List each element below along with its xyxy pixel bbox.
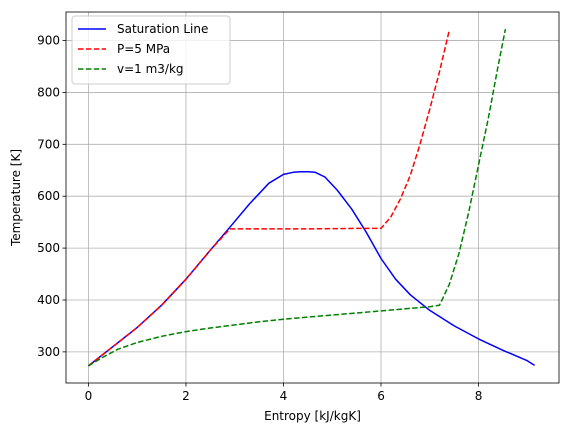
x-tick-label: 0 (85, 389, 93, 403)
plot-area-frame (65, 11, 560, 384)
y-tick-label: 300 (37, 345, 60, 359)
y-axis-label: Temperature [K] (9, 149, 23, 247)
series-volume-line (88, 28, 507, 367)
x-tick-label: 4 (280, 389, 288, 403)
x-tick-label: 8 (475, 389, 483, 403)
legend-label-volume-line: v=1 m3/kg (117, 62, 184, 76)
legend: Saturation Line P=5 MPa v=1 m3/kg (71, 15, 231, 85)
series-lines (87, 28, 536, 367)
x-tick-label: 2 (182, 389, 190, 403)
legend-label-saturation-line: Saturation Line (117, 22, 208, 36)
legend-entry-1: P=5 MPa (78, 42, 170, 56)
y-tick-label: 700 (37, 137, 60, 151)
legend-label-pressure-line: P=5 MPa (117, 42, 170, 56)
legend-entry-2: v=1 m3/kg (78, 62, 184, 76)
legend-entry-0: Saturation Line (78, 22, 208, 36)
y-tick-label: 400 (37, 293, 60, 307)
y-tick-label: 900 (37, 34, 60, 48)
y-tick-label: 800 (37, 85, 60, 99)
y-tick-label: 600 (37, 189, 60, 203)
y-tick-label: 500 (37, 241, 60, 255)
x-tick-label: 6 (377, 389, 385, 403)
axis-ticks: 0 2 4 6 8 300 400 500 600 700 800 900 (37, 34, 482, 403)
series-pressure-line (87, 30, 451, 367)
grid (66, 12, 559, 383)
legend-box (71, 15, 231, 85)
x-axis-label: Entropy [kJ/kgK] (264, 409, 361, 423)
